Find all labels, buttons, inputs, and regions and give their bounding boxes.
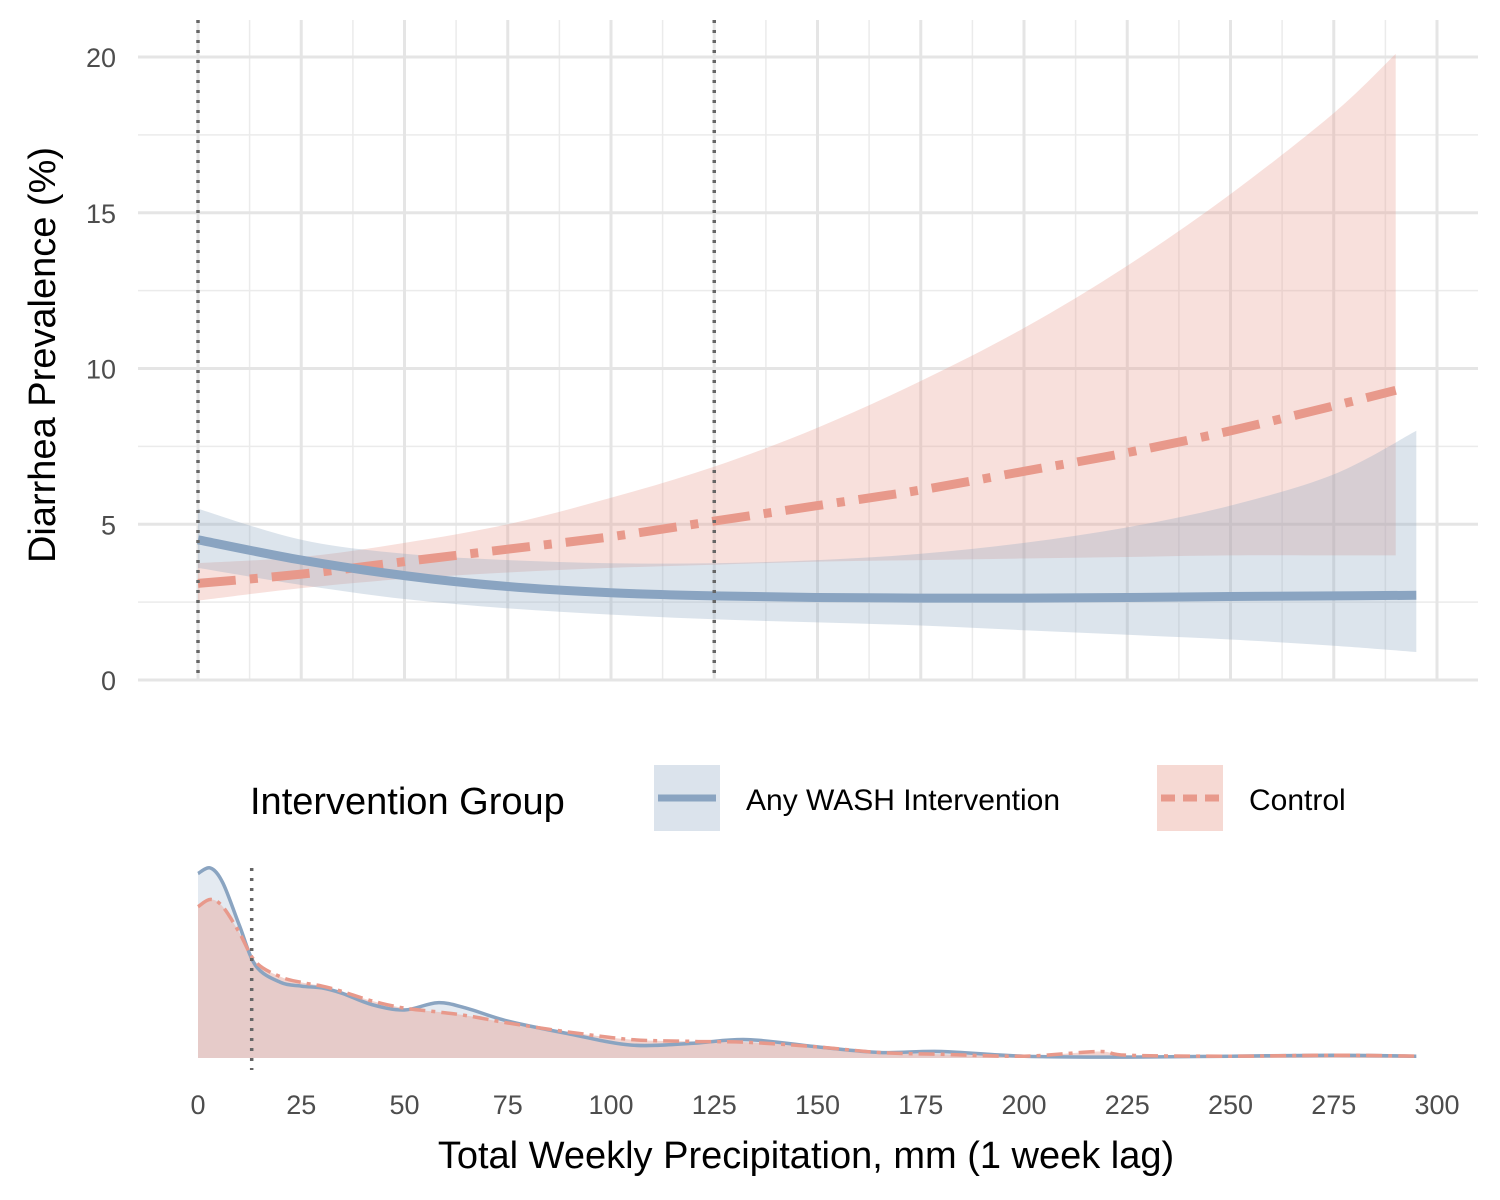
legend-label-control: Control (1249, 784, 1346, 817)
density-fill-control (198, 899, 1417, 1058)
x-tick-label-125: 125 (692, 1090, 737, 1120)
line-control (197, 385, 1397, 588)
x-tick-labels: 0 25 50 75 100 125 150 175 200 225 250 275 300 (190, 1090, 1459, 1120)
legend-item-any-wash: Any WASH Intervention (654, 765, 1060, 831)
y-tick-label-5: 5 (101, 510, 116, 540)
legend-label-any-wash: Any WASH Intervention (746, 784, 1060, 817)
prevalence-panel: 0 5 10 15 20 Diarrhea Prevalence (%) (22, 20, 1478, 696)
x-tick-label-300: 300 (1414, 1090, 1459, 1120)
y-axis-title: Diarrhea Prevalence (%) (22, 147, 64, 563)
top-reference-lines (196, 20, 716, 680)
legend-item-control: Control (1157, 765, 1346, 831)
x-tick-label-0: 0 (190, 1090, 205, 1120)
y-tick-labels: 0 5 10 15 20 (86, 43, 116, 696)
y-tick-label-0: 0 (101, 666, 116, 696)
x-axis-title: Total Weekly Precipitation, mm (1 week l… (438, 1135, 1174, 1177)
legend: Intervention Group Any WASH Intervention… (250, 765, 1346, 831)
x-tick-label-175: 175 (898, 1090, 943, 1120)
prevalence-lines (197, 385, 1417, 603)
y-tick-label-10: 10 (86, 355, 116, 385)
x-tick-label-200: 200 (1001, 1090, 1046, 1120)
line-any-wash (197, 535, 1417, 603)
legend-title: Intervention Group (250, 781, 565, 823)
density-areas (197, 866, 1417, 1059)
x-tick-label-225: 225 (1105, 1090, 1150, 1120)
x-tick-label-50: 50 (389, 1090, 419, 1120)
x-tick-label-150: 150 (795, 1090, 840, 1120)
x-tick-label-100: 100 (588, 1090, 633, 1120)
y-tick-label-15: 15 (86, 199, 116, 229)
band-control (198, 53, 1396, 601)
x-tick-label-25: 25 (286, 1090, 316, 1120)
x-tick-label-75: 75 (493, 1090, 523, 1120)
x-tick-label-275: 275 (1311, 1090, 1356, 1120)
x-tick-label-250: 250 (1208, 1090, 1253, 1120)
y-tick-label-20: 20 (86, 43, 116, 73)
density-line-control (197, 897, 1417, 1059)
density-panel: 0 25 50 75 100 125 150 175 200 225 250 275 300 Total… (190, 866, 1460, 1177)
